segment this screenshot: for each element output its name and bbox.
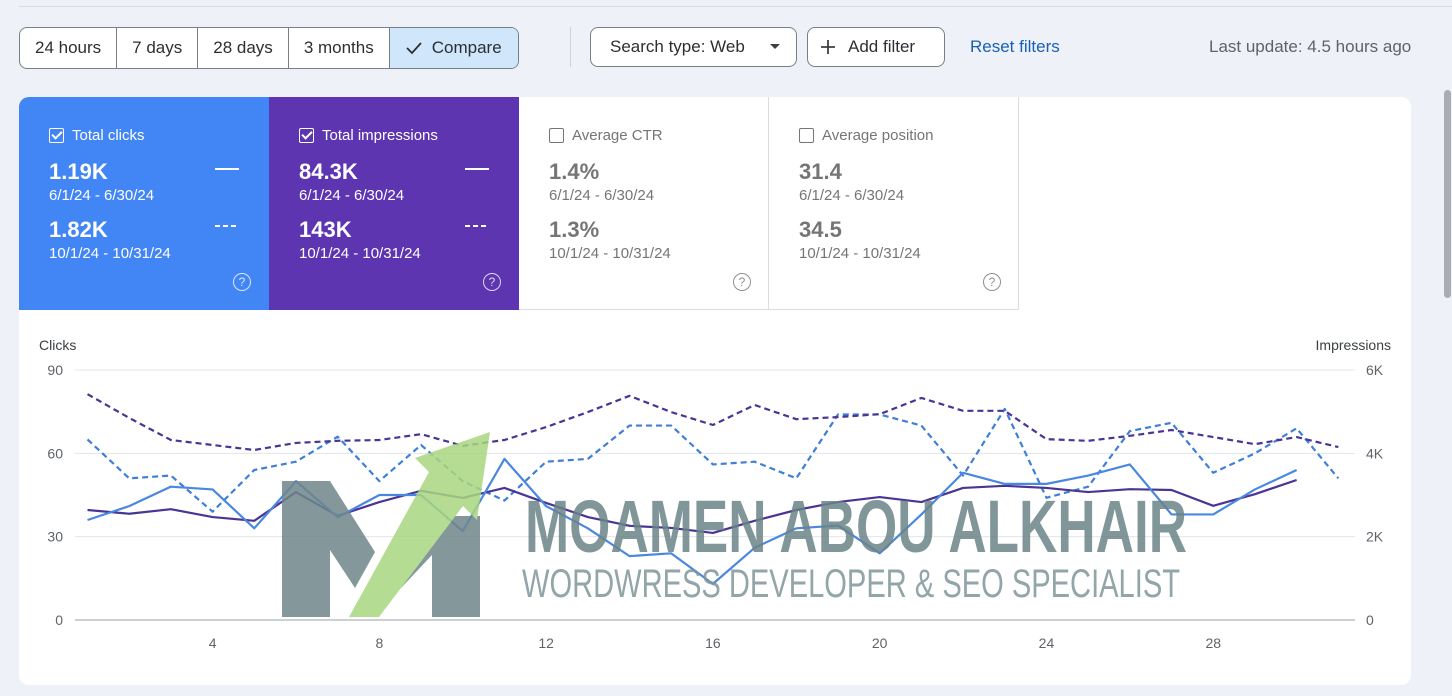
solid-line-key — [215, 168, 239, 170]
card-header: Average CTR — [549, 127, 663, 144]
card-label: Total clicks — [72, 127, 145, 144]
search-type-label: Search type: Web — [610, 37, 745, 56]
card-compare-range: 10/1/24 - 10/31/24 — [799, 245, 921, 262]
logo-shape — [282, 481, 375, 617]
x-tick-label: 24 — [1039, 635, 1055, 651]
checkbox — [49, 128, 64, 143]
y-tick-label: 90 — [47, 362, 63, 378]
checkbox — [799, 128, 814, 143]
top-divider — [19, 6, 1452, 7]
card-compare-range: 10/1/24 - 10/31/24 — [549, 245, 671, 262]
y-tick-label: 60 — [47, 445, 63, 461]
x-tick-label: 28 — [1205, 635, 1221, 651]
x-tick-label: 12 — [538, 635, 554, 651]
search-type-button[interactable]: Search type: Web — [590, 27, 797, 67]
card-compare-range: 10/1/24 - 10/31/24 — [299, 245, 421, 262]
series-line — [86, 393, 1339, 452]
y2-axis-title: Impressions — [1316, 337, 1391, 353]
card-label: Total impressions — [322, 127, 438, 144]
last-update: Last update: 4.5 hours ago — [1209, 37, 1412, 56]
card-header: Total clicks — [49, 127, 145, 144]
check-icon — [406, 42, 422, 55]
add-filter-button[interactable]: Add filter — [807, 27, 945, 67]
checkbox — [549, 128, 564, 143]
card-compare-value: 1.3% — [549, 217, 600, 242]
logo-arrow — [349, 432, 490, 617]
add-filter-label: Add filter — [848, 37, 916, 56]
range-button[interactable]: 24 hours — [20, 28, 118, 68]
help-icon: ? — [733, 273, 751, 291]
watermark-name: MOAMEN ABOU ALKHAIR — [525, 485, 1187, 568]
toolbar-divider — [570, 27, 571, 67]
card-range: 6/1/24 - 6/30/24 — [49, 187, 155, 204]
checkbox — [299, 128, 314, 143]
metric-card[interactable]: Average CTR 1.4% 6/1/24 - 6/30/24 1.3% 10/1/… — [519, 97, 769, 310]
date-range-selector: 24 hours 7 days 28 days 3 months Compare — [19, 27, 519, 69]
card-label: Average CTR — [572, 127, 663, 144]
x-tick-label: 16 — [705, 635, 721, 651]
metric-card[interactable]: Total impressions 84.3K 6/1/24 - 6/30/24 14… — [269, 97, 519, 310]
y2-tick-label: 2K — [1366, 529, 1384, 545]
help-icon: ? — [483, 273, 501, 291]
card-range: 6/1/24 - 6/30/24 — [299, 187, 405, 204]
card-range: 6/1/24 - 6/30/24 — [549, 187, 655, 204]
y-axis-title: Clicks — [39, 337, 76, 353]
y2-tick-label: 0 — [1366, 612, 1374, 628]
dashed-line-key — [465, 225, 489, 227]
card-value: 84.3K — [299, 159, 358, 184]
card-value: 31.4 — [799, 159, 842, 184]
series-line — [86, 407, 1340, 513]
y2-tick-label: 6K — [1366, 362, 1384, 378]
compare-button[interactable]: Compare — [389, 28, 518, 68]
card-compare-value: 143K — [299, 217, 352, 242]
chart: Clicks Impressions 0 30 60 90 0 2K 4K 6K 4 8 12 16 20 2… — [39, 337, 1391, 651]
card-compare-value: 1.82K — [49, 217, 108, 242]
metric-card[interactable]: Total clicks 1.19K 6/1/24 - 6/30/24 1.82K 10… — [19, 97, 269, 310]
metric-card[interactable]: Average position 31.4 6/1/24 - 6/30/24 34.5… — [769, 97, 1019, 310]
dashed-line-key — [215, 225, 239, 227]
help-icon: ? — [233, 273, 251, 291]
y-tick-label: 0 — [55, 612, 63, 628]
card-header: Total impressions — [299, 127, 438, 144]
solid-line-key — [465, 168, 489, 170]
dropdown-icon — [770, 44, 780, 49]
card-range: 6/1/24 - 6/30/24 — [799, 187, 905, 204]
card-value: 1.19K — [49, 159, 108, 184]
card-header: Average position — [799, 127, 933, 144]
x-tick-label: 8 — [375, 635, 383, 651]
card-compare-range: 10/1/24 - 10/31/24 — [49, 245, 171, 262]
x-tick-label: 20 — [872, 635, 888, 651]
performance-panel: Total clicks 1.19K 6/1/24 - 6/30/24 1.82K 10… — [19, 97, 1411, 685]
y2-tick-label: 4K — [1366, 445, 1384, 461]
card-compare-value: 34.5 — [799, 217, 842, 242]
plus-icon — [821, 40, 835, 54]
range-button[interactable]: 7 days — [117, 28, 199, 68]
watermark-tagline: WORDWRESS DEVELOPER & SEO SPECIALIST — [522, 562, 1180, 606]
help-icon: ? — [983, 273, 1001, 291]
x-tick-label: 4 — [209, 635, 217, 651]
reset-filters-link[interactable]: Reset filters — [970, 37, 1060, 56]
y-tick-label: 30 — [47, 529, 63, 545]
compare-label: Compare — [431, 38, 502, 57]
card-value: 1.4% — [549, 159, 600, 184]
card-label: Average position — [822, 127, 934, 144]
range-button[interactable]: 28 days — [198, 28, 289, 68]
range-button[interactable]: 3 months — [289, 28, 390, 68]
scrollbar[interactable] — [1444, 90, 1451, 298]
